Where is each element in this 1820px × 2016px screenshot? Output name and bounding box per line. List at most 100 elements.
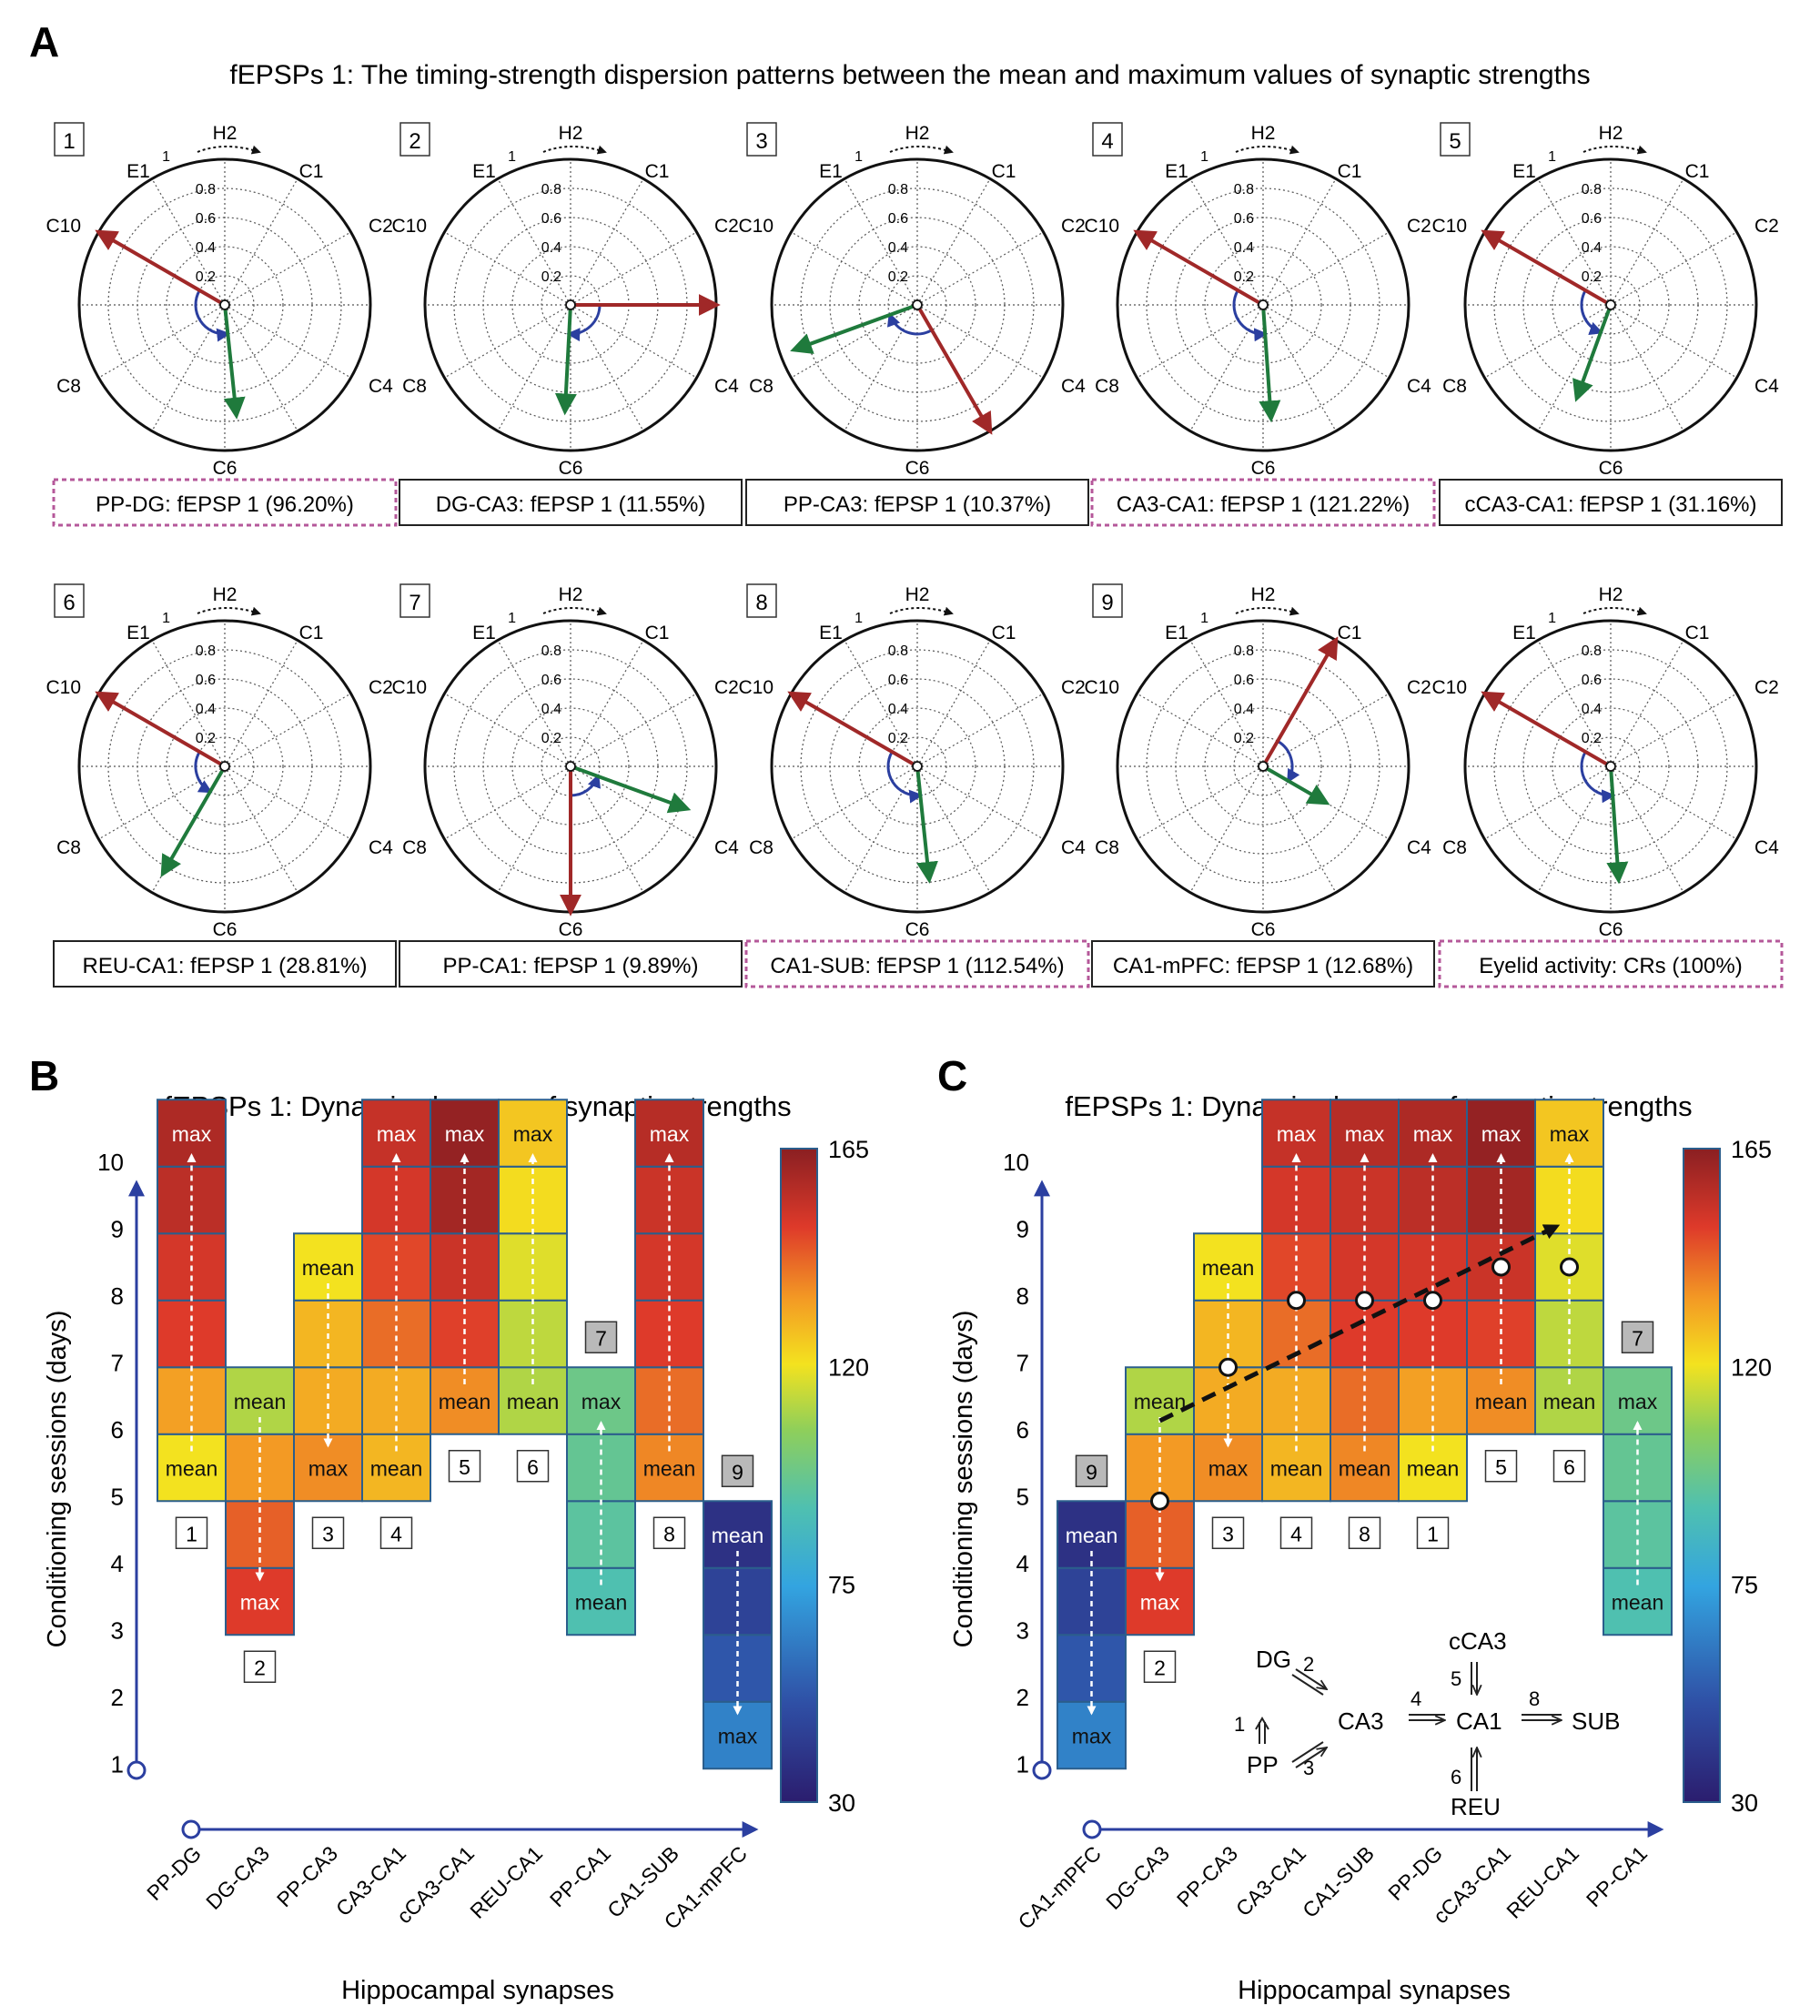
max-vector-arrow [1481,691,1612,768]
polar-outer-ring [1463,157,1758,452]
polar-plot-4: 1 0.8 0.6 0.4 0.2 H2 E1 C1 C10 C2 C8 C4 C6 4 CA3-CA1: … [1084,122,1436,527]
midpoint-marker [1150,1491,1169,1511]
mean-vector-arrow [1572,304,1613,402]
polar-tick-label: 0.4 [196,702,216,717]
polar-spoke [224,178,298,306]
column-number-box [516,1450,550,1483]
y-tick-label: 7 [1016,1349,1029,1376]
heatmap-cell [498,1366,568,1435]
heatmap-cell [1603,1566,1673,1636]
polar-tick-label: 0.2 [196,731,216,746]
x-tick-label: CA3-CA1 [1231,1841,1310,1920]
polar-ring [858,246,976,364]
polar-label-tr: C1 [645,161,670,182]
polar-label-tl: E1 [472,161,496,182]
colorbar-tick-label: 120 [1731,1353,1772,1381]
polar-spoke [444,231,571,306]
column-number-box [1075,1454,1108,1487]
polar-spoke [916,693,1044,767]
angle-arc-arrow [1232,289,1269,342]
polar-plot-10: 1 0.8 0.6 0.4 0.2 H2 E1 C1 C10 C2 C8 C4 C6 Eyelid act… [1431,584,1784,988]
trend-line-arrow [1158,1224,1561,1423]
polar-outer-ring [77,157,372,452]
polar-label-tr: C1 [1685,161,1710,182]
polar-spoke [497,765,571,893]
panel-b-xlabel: Hippocampal synapses [341,1976,614,2005]
polar-label-lr: C4 [369,376,393,397]
polar-spoke [224,765,298,893]
polar-spoke [1484,304,1612,379]
max-label: max [1277,1122,1317,1146]
polar-tick-label: 0.2 [888,269,908,285]
polar-label-tl: E1 [819,161,843,182]
polar-origin [1605,761,1616,772]
heatmap-cell [157,1433,227,1503]
polar-number: 3 [755,129,767,154]
polar-label-ll: C8 [1095,837,1119,858]
heatmap-cell [1193,1232,1263,1302]
polar-label-lr: C4 [1061,376,1086,397]
max-label: max [1550,1122,1590,1146]
polar-spoke [1610,765,1737,840]
polar-outer-ring [1116,157,1410,452]
polar-spoke [1189,178,1264,306]
angle-arc-arrow [1580,289,1603,336]
circuit-edge-label-8: 8 [1529,1687,1540,1710]
polar-number-box [1440,122,1471,157]
polar-tick-label: 0.6 [541,673,561,688]
y-tick-label: 7 [111,1349,124,1376]
midpoint-marker [1218,1357,1238,1377]
circuit-edge-3 [1291,1742,1327,1768]
mean-label: mean [507,1390,560,1413]
polar-spoke [224,304,298,431]
polar-ring [1204,246,1322,364]
polar-number-box [1092,583,1123,618]
polar-caption: PP-CA3: fEPSP 1 (10.37%) [784,492,1051,517]
mean-label: mean [370,1457,423,1481]
panel-b-ylabel: Conditioning sessions (days) [43,1311,72,1648]
panel-b-letter: B [29,1052,59,1099]
polar-label-top: H2 [1251,584,1276,605]
max-vector-arrow [95,691,227,768]
column-number: 9 [732,1460,743,1484]
polar-spoke [1610,178,1684,306]
polar-spoke [497,304,571,431]
polar-tick-label: 0.2 [888,731,908,746]
polar-spoke [497,640,571,767]
polar-spoke [1262,304,1337,431]
polar-ring [107,649,342,884]
x-tick-label: CA1-SUB [1298,1841,1379,1922]
max-label: max [718,1725,758,1748]
circuit-edge-1 [1259,1722,1266,1744]
polar-label-ll: C8 [56,837,81,858]
polar-plot-6: 1 0.8 0.6 0.4 0.2 H2 E1 C1 C10 C2 C8 C4 C6 6 REU-CA1: … [46,583,397,988]
polar-number-box [399,122,430,157]
polar-outer-ring [770,619,1065,914]
y-tick-label: 4 [1016,1550,1029,1577]
heatmap-cell [430,1366,500,1435]
polar-tick-label: 0.2 [1582,269,1602,285]
polar-label-lr: C4 [714,376,739,397]
heatmap-cell [1125,1366,1195,1435]
polar-origin [219,299,230,310]
polar-tick-label: 0.6 [1582,211,1602,227]
max-label: max [650,1122,690,1146]
panel-c-xlabel: Hippocampal synapses [1238,1976,1511,2005]
polar-tick-label: 0.6 [1582,673,1602,688]
polar-spoke [844,178,918,306]
column-number-box [1621,1321,1654,1353]
polar-label-lr: C4 [1407,837,1431,858]
y-axis-origin [126,1760,147,1780]
polar-origin [565,761,576,772]
max-vector-arrow [95,229,227,307]
max-vector-arrow [915,303,993,435]
polar-spoke [570,231,697,306]
circuit-edge-6 [1471,1748,1477,1791]
column-number: 6 [527,1455,539,1479]
polar-spoke [1262,693,1390,767]
polar-spoke [1484,765,1612,840]
column-number-box [1552,1450,1586,1483]
angle-arc-arrow [570,774,602,797]
polar-caption-box [1091,940,1435,988]
polar-label-tr: C1 [1338,161,1362,182]
